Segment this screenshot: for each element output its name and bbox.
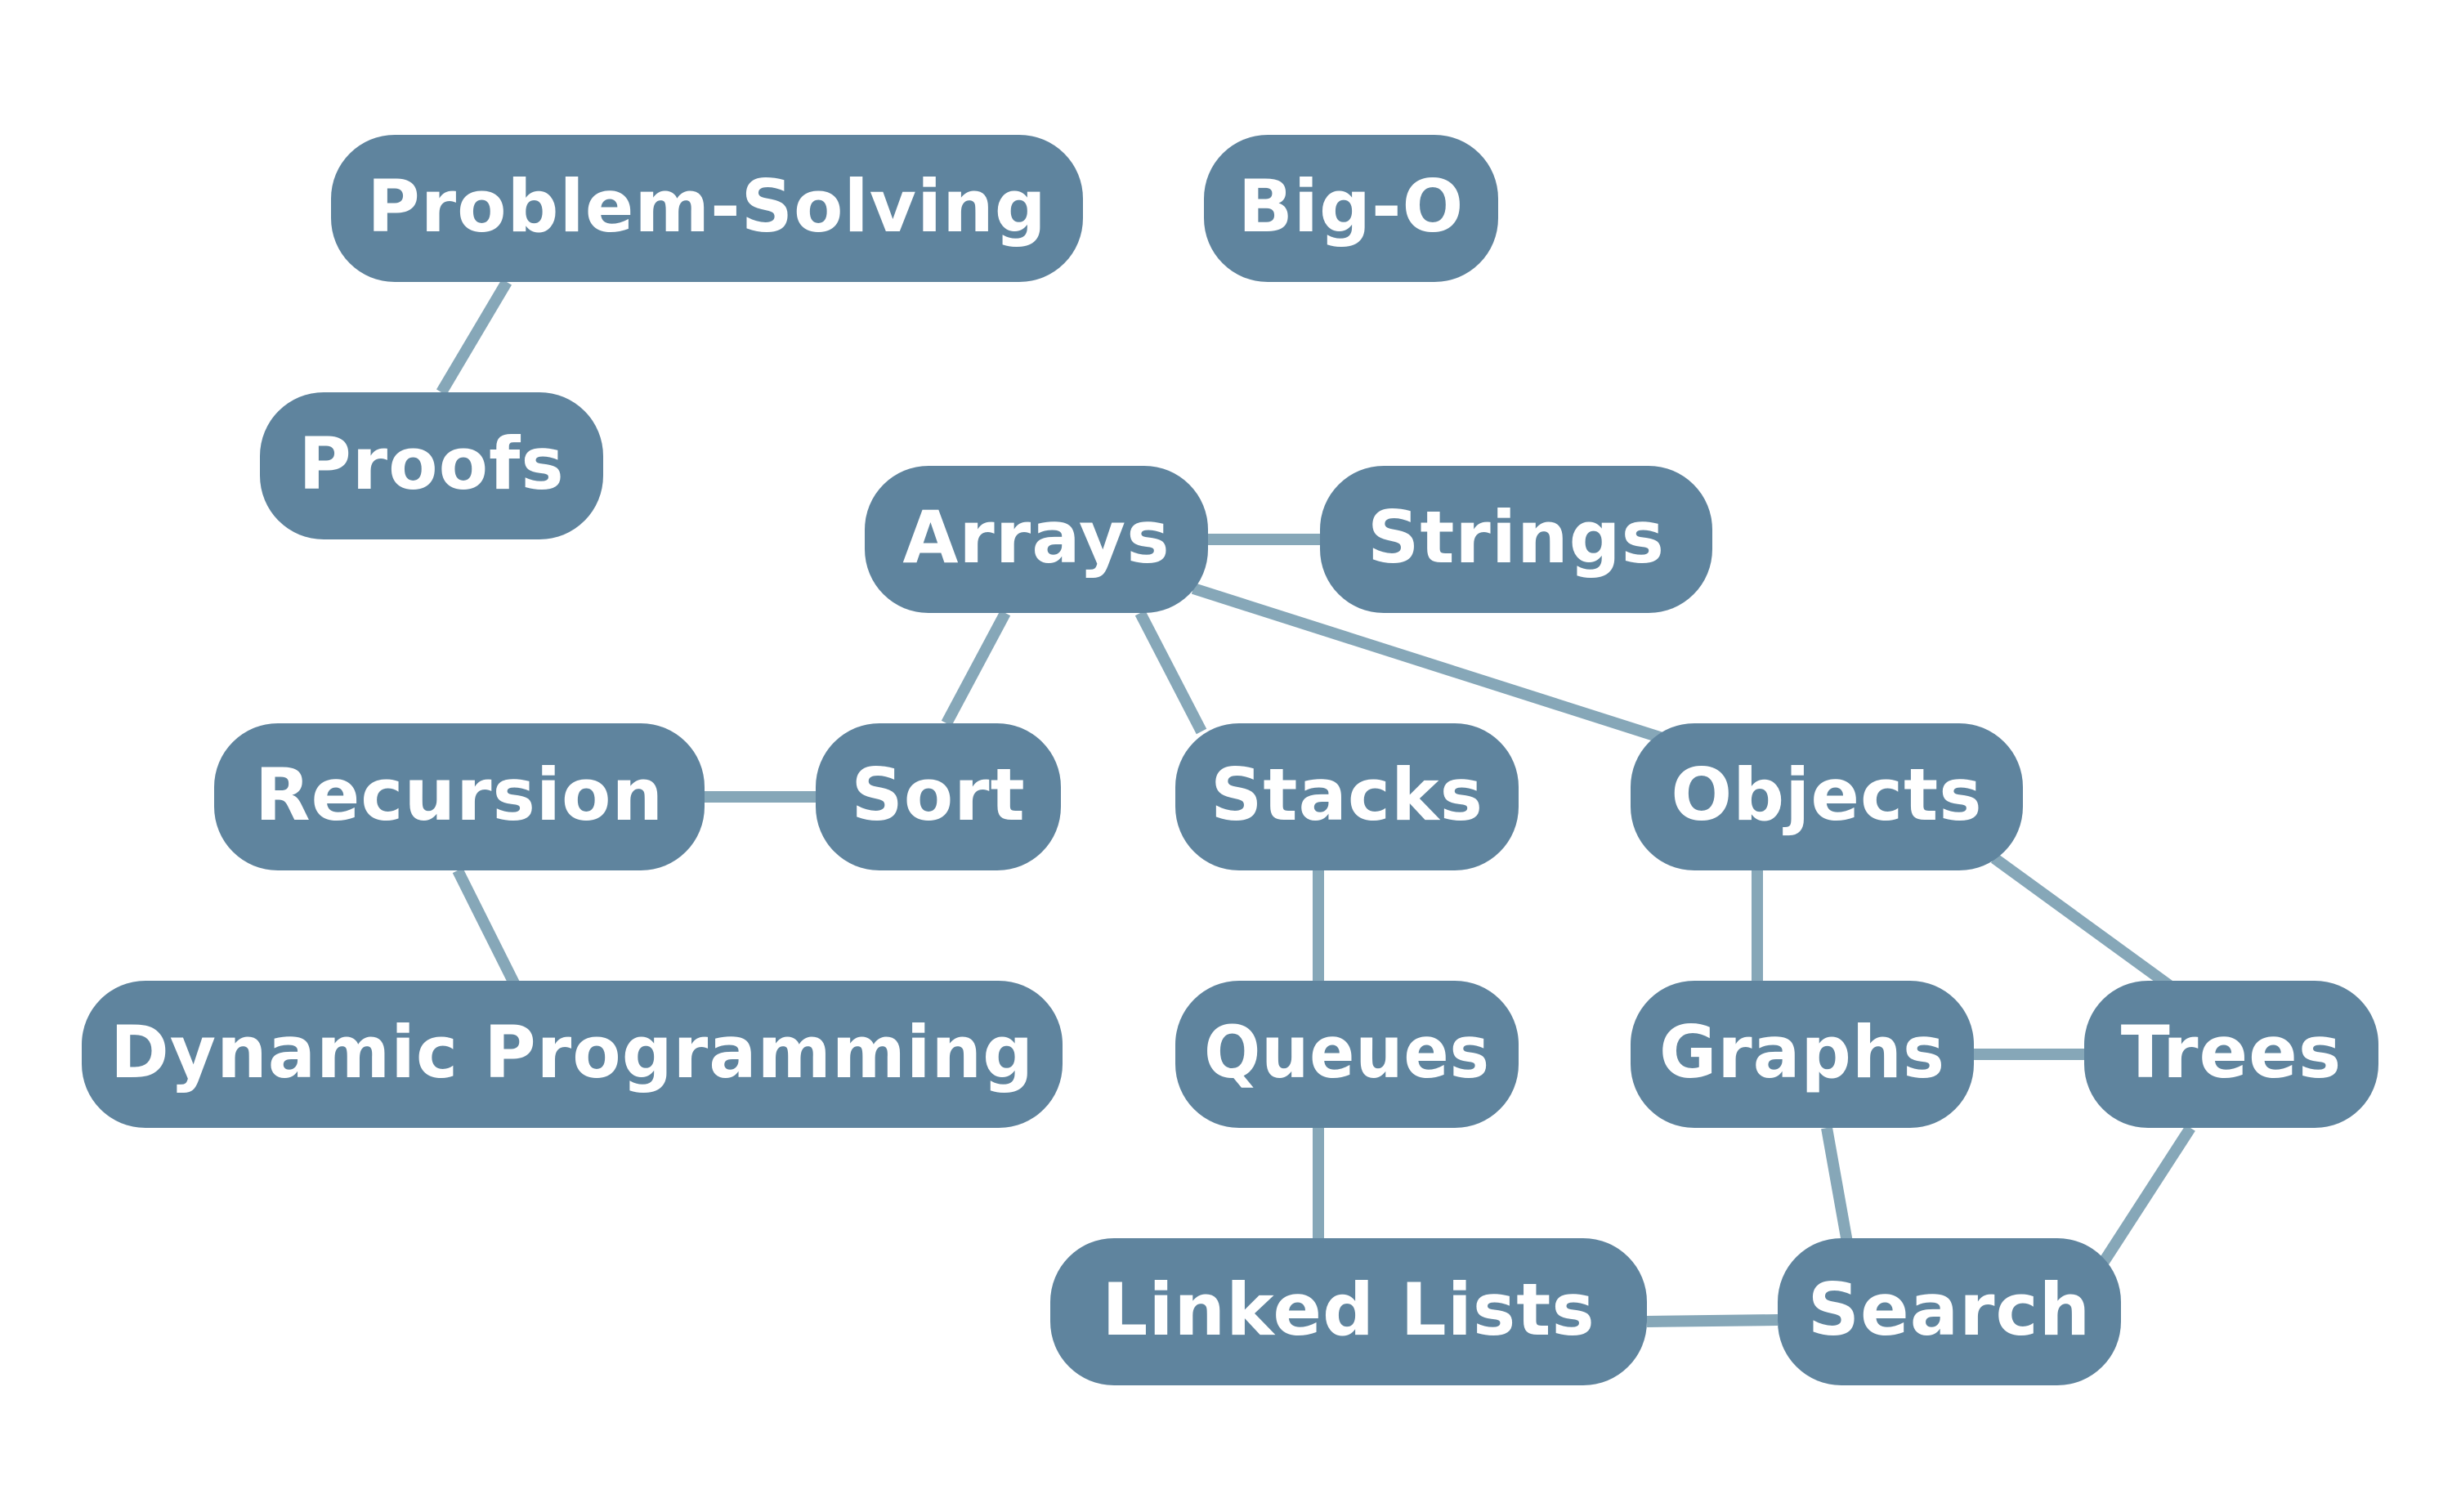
edge-recursion-dynamic-programming xyxy=(452,867,521,988)
node-label: Linked Lists xyxy=(1102,1268,1595,1352)
node-label: Proofs xyxy=(298,422,564,506)
node-label: Search xyxy=(1808,1268,2092,1352)
node-box xyxy=(1320,466,1712,613)
node-stacks: Stacks xyxy=(1175,723,1519,870)
node-box xyxy=(1175,981,1519,1128)
node-box xyxy=(1631,723,2023,870)
node-graphs: Graphs xyxy=(1631,981,1974,1128)
node-box xyxy=(1175,723,1519,870)
node-label: Trees xyxy=(2121,1010,2342,1094)
edge-objects-trees xyxy=(1990,853,2178,994)
node-problem-solving: Problem-Solving xyxy=(331,135,1083,282)
edge-graphs-search xyxy=(1821,1126,1853,1244)
node-box xyxy=(865,466,1208,613)
node-label: Graphs xyxy=(1659,1010,1945,1094)
edge-arrays-objects xyxy=(1191,583,1670,745)
node-box xyxy=(1631,981,1974,1128)
node-label: Arrays xyxy=(902,495,1170,579)
edge-linked-lists-search xyxy=(1646,1314,1779,1327)
node-strings: Strings xyxy=(1320,466,1712,613)
node-queues: Queues xyxy=(1175,981,1519,1128)
node-box xyxy=(816,723,1061,870)
node-box xyxy=(82,981,1063,1128)
node-label: Problem-Solving xyxy=(367,164,1047,248)
node-box xyxy=(1050,1238,1647,1385)
node-search: Search xyxy=(1778,1238,2121,1385)
edge-trees-search xyxy=(2096,1125,2195,1270)
node-dynamic-programming: Dynamic Programming xyxy=(82,981,1063,1128)
node-label: Stacks xyxy=(1210,753,1483,837)
node-box xyxy=(260,392,603,539)
node-label: Sort xyxy=(851,753,1025,837)
node-label: Recursion xyxy=(255,753,664,837)
nodes: Problem-Solving Big-O Proofs Arrays Strings R… xyxy=(82,135,2378,1385)
node-proofs: Proofs xyxy=(260,392,603,539)
node-label: Queues xyxy=(1204,1010,1490,1094)
node-label: Dynamic Programming xyxy=(110,1010,1034,1094)
node-linked-lists: Linked Lists xyxy=(1050,1238,1647,1385)
edges xyxy=(436,279,2195,1327)
node-recursion: Recursion xyxy=(214,723,705,870)
edge-arrays-stacks xyxy=(1134,610,1207,735)
node-box xyxy=(1778,1238,2121,1385)
edge-arrays-sort xyxy=(941,610,1011,727)
node-trees: Trees xyxy=(2084,981,2378,1128)
node-box xyxy=(1204,135,1498,282)
node-big-o: Big-O xyxy=(1204,135,1498,282)
edge-problem-solving-proofs xyxy=(436,279,512,396)
node-box xyxy=(214,723,705,870)
node-label: Objects xyxy=(1671,753,1982,837)
node-box xyxy=(331,135,1083,282)
node-box xyxy=(2084,981,2378,1128)
node-label: Strings xyxy=(1367,495,1665,579)
node-sort: Sort xyxy=(816,723,1061,870)
node-objects: Objects xyxy=(1631,723,2023,870)
node-arrays: Arrays xyxy=(865,466,1208,613)
node-label: Big-O xyxy=(1238,164,1465,248)
